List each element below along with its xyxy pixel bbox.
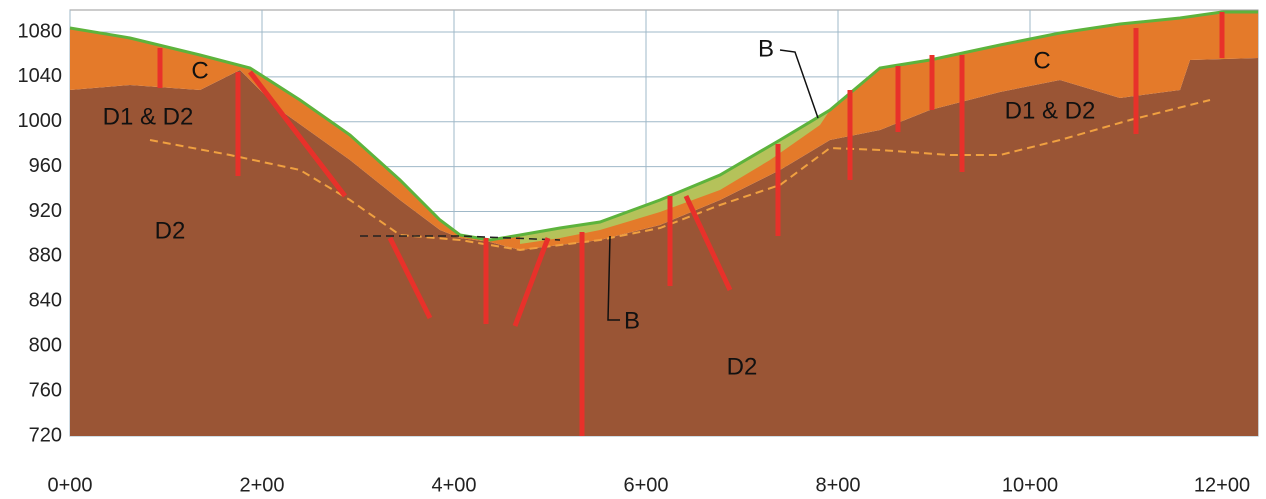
y-tick-label: 760 [29, 379, 62, 401]
y-tick-label: 840 [29, 290, 62, 312]
x-tick-label: 12+00 [1194, 474, 1250, 496]
y-tick-label: 1040 [18, 65, 63, 87]
ground-surface [69, 10, 1258, 242]
y-tick-label: 1000 [18, 110, 63, 132]
x-tick-label: 8+00 [815, 474, 860, 496]
zone-label: B [624, 307, 640, 334]
projection-line [360, 235, 561, 241]
zone-label: B [758, 35, 774, 62]
callout-arrow [607, 235, 620, 321]
zone-label: D1 & D2 [1005, 97, 1096, 124]
labels: 1080 1040 1000 960 920 880 840 800 760 720 0+00 2+0… [18, 20, 1251, 496]
borehole [512, 237, 551, 327]
zone-label: D1 & D2 [103, 103, 194, 130]
y-tick-label: 800 [29, 335, 62, 357]
y-tick-label: 720 [29, 424, 62, 446]
borehole [248, 70, 347, 198]
x-tick-label: 10+00 [1002, 474, 1058, 496]
zone-label: D2 [727, 353, 758, 380]
x-tick-label: 0+00 [47, 474, 92, 496]
borehole [683, 194, 733, 292]
y-tick-label: 960 [29, 155, 62, 177]
x-tick-label: 4+00 [431, 474, 476, 496]
x-tick-label: 2+00 [239, 474, 284, 496]
y-tick-label: 1080 [18, 20, 63, 42]
y-tick-label: 920 [29, 200, 62, 222]
y-tick-label: 880 [29, 245, 62, 267]
zone-label: C [191, 57, 208, 84]
boreholes [157, 12, 1225, 436]
callout-arrow [779, 49, 819, 119]
x-tick-label: 6+00 [623, 474, 668, 496]
zone-label: C [1033, 47, 1050, 74]
zone-label: D2 [155, 217, 186, 244]
borehole [387, 236, 433, 320]
